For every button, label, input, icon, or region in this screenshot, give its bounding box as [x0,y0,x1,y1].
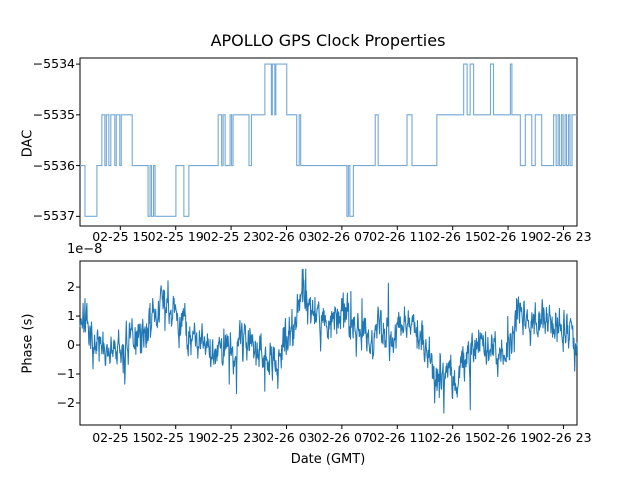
bottom-axes-frame [79,260,578,426]
x-tick-label: 02-25 15 [92,229,149,244]
offset-exponent-label: 1e−8 [67,242,103,257]
y-tick-label: 1 [67,308,75,324]
x-axis-label: Date (GMT) [290,452,366,467]
x-tick-label: 02-25 19 [147,229,204,244]
x-tick-label: 02-26 03 [258,229,315,244]
x-tick-label: 02-26 19 [479,229,537,244]
y-tick-label: −1 [56,366,75,381]
y-tick-label: 0 [67,337,75,353]
x-tick-label: 02-26 23 [535,229,592,244]
x-tick-label: 02-25 23 [202,229,260,244]
top-axes-frame [79,57,578,227]
x-tick-label: 02-25 23 [202,430,260,445]
phase-noise-line [79,268,578,414]
y-tick-label: −5534 [32,56,75,72]
x-tick-label: 02-26 19 [479,430,537,445]
figure-title: APOLLO GPS Clock Properties [210,31,446,50]
x-tick-label: 02-26 15 [424,430,481,445]
x-tick-label: 02-25 19 [147,430,204,445]
y-tick-label: 2 [67,279,75,295]
x-tick-label: 02-26 23 [535,430,592,445]
x-tick-label: 02-26 03 [258,430,315,445]
x-tick-label: 02-26 07 [313,430,370,445]
x-tick-label: 02-26 11 [369,229,426,244]
x-tick-label: 02-26 07 [313,229,370,244]
y-tick-label: −2 [56,394,75,410]
y-tick-label: −5536 [32,157,75,173]
x-tick-label: 02-26 15 [424,229,481,244]
y-tick-label: −5535 [32,106,75,122]
x-tick-label: 02-25 15 [92,430,149,445]
dac-step-line [80,63,577,217]
x-tick-label: 02-26 11 [369,430,426,445]
y-tick-label: −5537 [32,208,75,224]
